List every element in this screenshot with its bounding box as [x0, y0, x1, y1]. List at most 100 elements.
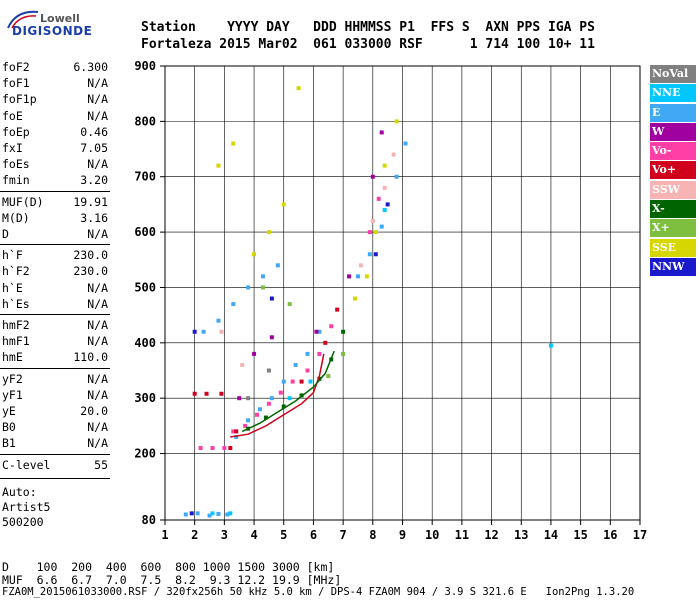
point-sse: [353, 296, 357, 301]
param-name: yE: [2, 404, 16, 418]
panel-separator: [0, 478, 110, 479]
point-vo: [329, 324, 334, 329]
param-value: N/A: [87, 387, 108, 402]
param-value: 3.16: [80, 210, 108, 225]
param-name: h`F2: [2, 264, 30, 279]
param-name: MUF(D): [2, 194, 44, 209]
point-e: [231, 302, 236, 307]
param-value: 7.05: [80, 141, 108, 155]
x-tick-label: 6: [310, 528, 317, 542]
x-tick-label: 16: [603, 528, 617, 542]
point-x: [341, 329, 346, 334]
point-nne: [228, 511, 233, 516]
point-vo: [243, 423, 248, 428]
point-ssw: [370, 219, 375, 224]
distance-row: D 100 200 400 600 800 1000 1500 3000 [km…: [2, 560, 335, 574]
logo-lowell: Lowell: [40, 12, 80, 25]
point-x: [287, 302, 292, 307]
point-noval: [246, 396, 251, 401]
param-row: foF1p N/A: [2, 92, 108, 108]
muf-row: MUF 6.6 6.7 7.0 7.5 8.2 9.3 12.2 19.9 [M…: [2, 573, 342, 587]
point-nne: [548, 343, 553, 348]
x-tick-label: 1: [161, 528, 168, 542]
param-value: N/A: [87, 157, 108, 172]
param-value: N/A: [87, 76, 108, 91]
param-row: B1 N/A: [2, 436, 108, 452]
legend-item: E: [650, 103, 696, 122]
legend-item: W: [650, 122, 696, 141]
point-e: [246, 285, 251, 290]
point-w: [237, 396, 242, 401]
param-row: fmin 3.20: [2, 173, 108, 189]
param-value: N/A: [87, 280, 108, 295]
point-vo: [255, 412, 260, 417]
point-e: [246, 418, 251, 423]
param-row: h`F2 230.0: [2, 264, 108, 280]
point-e: [269, 396, 274, 401]
param-name: fxI: [2, 141, 23, 155]
point-ssw: [391, 152, 396, 157]
point-vo: [278, 390, 283, 395]
param-row: foEs N/A: [2, 157, 108, 173]
x-tick-label: 10: [425, 528, 439, 542]
param-row: foE N/A: [2, 109, 108, 125]
param-name: B0: [2, 420, 16, 435]
param-row: M(D) 3.16: [2, 211, 108, 227]
y-tick-label: 900: [134, 59, 156, 73]
point-nnw: [189, 511, 194, 516]
legend-item: Vo-: [650, 142, 696, 161]
point-e: [394, 174, 399, 179]
panel-separator: [0, 453, 110, 455]
legend-item: NoVal: [650, 65, 696, 83]
point-e: [379, 224, 384, 229]
y-tick-label: 700: [134, 170, 156, 184]
param-row: foF1 N/A: [2, 76, 108, 92]
param-value: 230.0: [73, 248, 108, 263]
point-nnw: [385, 202, 390, 207]
digisonde-logo-icon: [7, 10, 39, 29]
point-sse: [252, 252, 257, 257]
point-e: [201, 329, 206, 334]
param-row: B0 N/A: [2, 420, 108, 436]
chart-axes: 1 2 3 4 5 6 7 8 9 10 11 12 13 14 15 16 17802003004005006…: [134, 59, 647, 542]
point-vo: [228, 446, 233, 451]
legend-item: X-: [650, 200, 696, 219]
chart-grid: [164, 65, 641, 521]
point-e: [355, 274, 360, 279]
point-w: [269, 335, 274, 340]
param-name: hmE: [2, 350, 23, 365]
point-nne: [382, 207, 387, 212]
point-vo: [376, 196, 381, 201]
autoscale-code: 500200: [2, 515, 44, 529]
point-vo: [317, 351, 322, 356]
point-vo: [204, 391, 209, 396]
x-tick-label: 2: [191, 528, 198, 542]
point-x: [326, 374, 331, 379]
autoscale-label: Auto:: [2, 485, 37, 499]
point-nnw: [269, 296, 274, 301]
param-row: hmF1 N/A: [2, 334, 108, 350]
chart-traces: [230, 350, 335, 438]
point-e: [183, 512, 188, 517]
point-w: [379, 130, 384, 135]
point-ssw: [240, 362, 245, 367]
x-tick-label: 3: [221, 528, 228, 542]
y-tick-label: 80: [142, 513, 156, 527]
param-name: foEs: [2, 157, 30, 172]
x-tick-label: 13: [514, 528, 528, 542]
x-tick-label: 8: [369, 528, 376, 542]
chart-marks: [183, 86, 553, 518]
x-tick-label: 14: [544, 528, 558, 542]
point-x: [260, 285, 265, 290]
ionogram-chart: 1 2 3 4 5 6 7 8 9 10 11 12 13 14 15 16 17802003004005006…: [134, 59, 647, 542]
param-value: N/A: [87, 92, 108, 107]
point-sse: [364, 274, 369, 279]
point-vo: [305, 368, 310, 373]
point-vo: [299, 379, 304, 384]
param-name: C-level: [2, 457, 51, 472]
y-tick-label: 400: [134, 336, 156, 350]
param-name: D: [2, 227, 9, 241]
x-tick-label: 5: [280, 528, 287, 542]
x-tick-label: 15: [573, 528, 587, 542]
legend-item: NNW: [650, 257, 696, 276]
